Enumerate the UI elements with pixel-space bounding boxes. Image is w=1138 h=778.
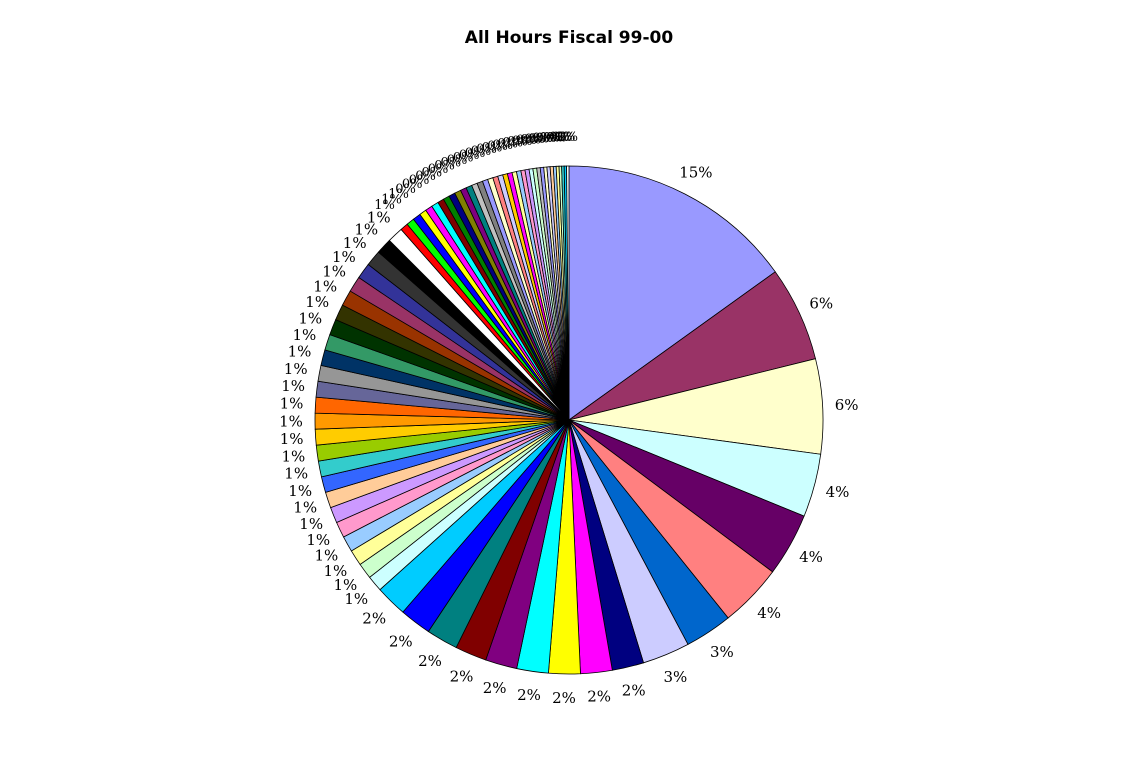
slice-label: 0% bbox=[492, 138, 513, 153]
slice-label: 2% bbox=[450, 667, 474, 685]
slice-label: 2% bbox=[587, 687, 611, 705]
slice-label: 0% bbox=[536, 131, 557, 146]
slice-label: 0% bbox=[459, 148, 480, 163]
slice-label: 0% bbox=[471, 144, 492, 159]
slice-label: 3% bbox=[664, 668, 688, 686]
slice-label: 0% bbox=[409, 173, 430, 188]
slice-label: 1% bbox=[332, 248, 356, 266]
slice-label: 0% bbox=[532, 131, 553, 146]
slice-label: 2% bbox=[622, 681, 646, 699]
slice-label: 1% bbox=[322, 262, 346, 280]
slice-label: 1% bbox=[298, 309, 322, 327]
slice-label: 0% bbox=[555, 130, 576, 145]
slice-label: 15% bbox=[679, 164, 712, 182]
slice-label: 0% bbox=[447, 153, 468, 168]
slice-label: 4% bbox=[799, 548, 823, 566]
slice-label: 0% bbox=[524, 132, 545, 147]
slice-label: 4% bbox=[826, 483, 850, 501]
slice-label: 6% bbox=[809, 294, 833, 312]
slice-label: 2% bbox=[552, 689, 576, 707]
slice-label: 0% bbox=[497, 137, 518, 152]
chart-title: All Hours Fiscal 99-00 bbox=[464, 28, 674, 48]
slice-label: 0% bbox=[428, 162, 449, 177]
slice-label: 0% bbox=[465, 146, 486, 161]
slice-label: 0% bbox=[421, 165, 442, 180]
slice-label: 1% bbox=[334, 576, 358, 594]
slice-label: 0% bbox=[476, 142, 497, 157]
slice-label: 0% bbox=[528, 132, 549, 147]
slice-label: 0% bbox=[434, 159, 455, 174]
slice-label: 1% bbox=[344, 590, 368, 608]
pie-labels: 15%6%6%4%4%4%3%3%2%2%2%2%2%2%2%2%2%1%1%1… bbox=[279, 130, 858, 707]
slice-label: 1% bbox=[343, 234, 367, 252]
slice-label: 1% bbox=[293, 326, 317, 344]
slice-label: 0% bbox=[453, 150, 474, 165]
slice-label: 0% bbox=[487, 139, 508, 154]
slice-label: 0% bbox=[539, 131, 560, 146]
slice-label: 0% bbox=[507, 135, 528, 150]
slice-label: 1% bbox=[306, 531, 330, 549]
slice-label: 1% bbox=[282, 447, 306, 465]
slice-label: 0% bbox=[546, 130, 567, 145]
slice-label: 1% bbox=[299, 515, 323, 533]
slice-label: 1% bbox=[313, 278, 337, 296]
slice-label: 1% bbox=[288, 482, 312, 500]
slice-label: 0% bbox=[516, 133, 537, 148]
slice-label: 1% bbox=[324, 562, 348, 580]
slice-label: 1% bbox=[280, 395, 304, 413]
slice-label: 1% bbox=[279, 412, 303, 430]
slice-label: 0% bbox=[482, 141, 503, 156]
slice-label: 1% bbox=[381, 192, 402, 207]
slice-label: 0% bbox=[543, 130, 564, 145]
slice-label: 1% bbox=[305, 293, 329, 311]
slice-label: 1% bbox=[354, 221, 378, 239]
pie-slice bbox=[568, 165, 776, 421]
slice-label: 4% bbox=[757, 604, 781, 622]
slice-label: 0% bbox=[395, 182, 416, 197]
slice-label: 0% bbox=[520, 133, 541, 148]
slice-label: 0% bbox=[552, 130, 573, 145]
slice-label: 2% bbox=[362, 609, 386, 627]
slice-label: 0% bbox=[512, 134, 533, 149]
slice-label: 1% bbox=[280, 430, 304, 448]
slice-label: 3% bbox=[710, 643, 734, 661]
slice-label: 1% bbox=[293, 499, 317, 517]
slice-label: 1% bbox=[367, 208, 391, 226]
slice-label: 1% bbox=[388, 187, 409, 202]
slice-label: 0% bbox=[502, 136, 523, 151]
slice-label: 1% bbox=[284, 360, 308, 378]
slice-label: 0% bbox=[402, 177, 423, 192]
slice-label: 1% bbox=[281, 377, 305, 395]
slice-label: 1% bbox=[288, 343, 312, 361]
pie-slices bbox=[314, 165, 824, 675]
slice-label: 2% bbox=[418, 652, 442, 670]
slice-label: 2% bbox=[483, 679, 507, 697]
slice-label: 2% bbox=[517, 686, 541, 704]
slice-label: 1% bbox=[284, 465, 308, 483]
slice-label: 1% bbox=[374, 198, 395, 213]
slice-label: 0% bbox=[440, 156, 461, 171]
pie-slice bbox=[566, 165, 570, 421]
slice-label: 0% bbox=[557, 130, 578, 145]
slice-label: 0% bbox=[549, 130, 570, 145]
slice-label: 1% bbox=[315, 547, 339, 565]
slice-label: 2% bbox=[389, 632, 413, 650]
slice-label: 0% bbox=[415, 169, 436, 184]
slice-label: 6% bbox=[835, 396, 859, 414]
